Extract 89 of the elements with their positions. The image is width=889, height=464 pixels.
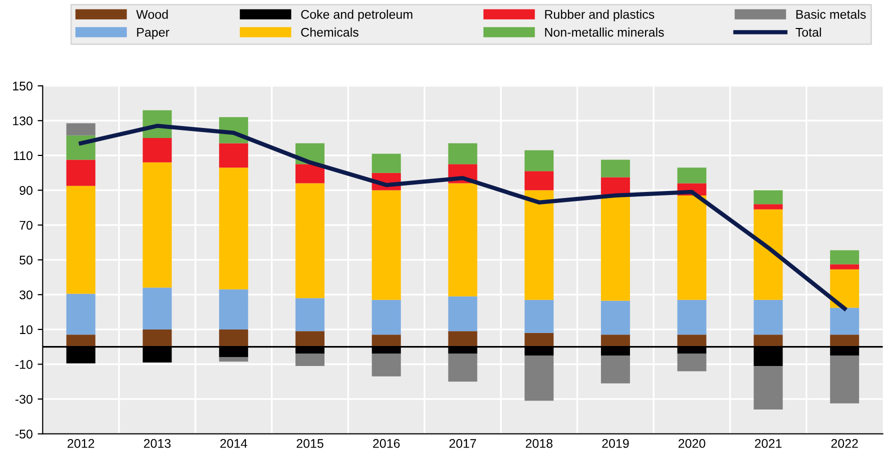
- bar: [219, 289, 248, 330]
- bar: [600, 356, 630, 384]
- bar: [830, 269, 860, 308]
- legend-label: Rubber and plastics: [545, 10, 654, 22]
- x-tick-label: 2022: [831, 439, 858, 448]
- legend-label: Paper: [137, 28, 170, 40]
- bar: [524, 150, 554, 172]
- x-tick-label: 2018: [526, 439, 552, 448]
- bar: [142, 138, 172, 162]
- y-tick-label: -10: [15, 360, 32, 369]
- bar: [754, 204, 783, 210]
- bar: [66, 123, 96, 136]
- x-tick-label: 2016: [373, 439, 400, 448]
- bar: [830, 264, 860, 270]
- bar: [600, 194, 630, 301]
- bar: [142, 288, 172, 330]
- bar: [600, 160, 630, 178]
- bar: [295, 298, 324, 332]
- bar: [448, 143, 478, 164]
- bar: [295, 354, 324, 366]
- x-tick-label: 2017: [449, 439, 476, 448]
- bar: [830, 356, 860, 404]
- bar: [295, 164, 324, 184]
- bar: [372, 334, 401, 347]
- bar: [677, 195, 706, 300]
- bar: [66, 334, 96, 347]
- y-tick-label: 50: [20, 256, 32, 264]
- bar: [677, 168, 706, 184]
- bar: [524, 300, 554, 333]
- bar: [448, 354, 478, 382]
- bar: [754, 366, 783, 410]
- bar: [524, 190, 554, 300]
- bar: [372, 300, 401, 335]
- bar: [524, 171, 554, 190]
- bar: [372, 190, 401, 300]
- bar: [219, 357, 248, 362]
- legend-label: Non-metallic minerals: [545, 28, 664, 37]
- bar: [142, 162, 172, 288]
- bar: [66, 186, 96, 294]
- y-tick-label: 130: [13, 116, 32, 126]
- y-tick-label: 30: [20, 290, 32, 300]
- bar: [830, 308, 860, 335]
- bar: [219, 143, 248, 168]
- legend-label: Chemicals: [301, 28, 358, 37]
- y-tick-label: 70: [20, 220, 32, 230]
- x-tick-label: 2012: [68, 439, 94, 448]
- bar: [677, 334, 706, 347]
- x-tick-label: 2015: [296, 439, 324, 448]
- bar: [524, 356, 554, 401]
- bar: [372, 354, 401, 376]
- x-tick-label: 2019: [602, 439, 629, 448]
- bar: [754, 334, 783, 347]
- bar: [295, 183, 324, 298]
- bar: [295, 331, 324, 347]
- bar: [524, 332, 554, 347]
- bar: [448, 183, 478, 296]
- bar: [677, 300, 706, 335]
- bar: [600, 334, 630, 347]
- y-tick-label: -50: [15, 430, 32, 438]
- bar: [66, 294, 96, 335]
- bar: [830, 334, 860, 347]
- bar: [448, 331, 478, 347]
- y-tick-label: 90: [20, 186, 32, 195]
- bar: [448, 296, 478, 332]
- y-tick-label: -30: [15, 394, 32, 404]
- y-tick-label: 110: [14, 151, 32, 160]
- legend-label: Coke and petroleum: [301, 10, 412, 22]
- y-tick-label: 10: [20, 325, 32, 334]
- bar: [754, 190, 783, 204]
- bar: [219, 168, 248, 290]
- y-tick-label: 150: [13, 82, 32, 90]
- bar: [219, 329, 248, 347]
- bar: [142, 329, 172, 347]
- x-tick-label: 2013: [144, 439, 171, 448]
- legend-label: Total: [796, 28, 821, 37]
- bar: [600, 300, 630, 335]
- legend-label: Basic metals: [796, 10, 866, 19]
- bar: [66, 160, 96, 186]
- bar: [754, 209, 783, 300]
- line-series: [78, 124, 847, 311]
- bar: [754, 300, 783, 335]
- x-tick-label: 2014: [220, 439, 248, 448]
- bar: [600, 177, 630, 195]
- bar: [372, 154, 401, 173]
- x-tick-label: 2020: [678, 439, 706, 448]
- bar: [830, 250, 860, 264]
- x-tick-label: 2021: [754, 439, 782, 448]
- legend-label: Wood: [136, 10, 168, 19]
- bar: [677, 354, 706, 372]
